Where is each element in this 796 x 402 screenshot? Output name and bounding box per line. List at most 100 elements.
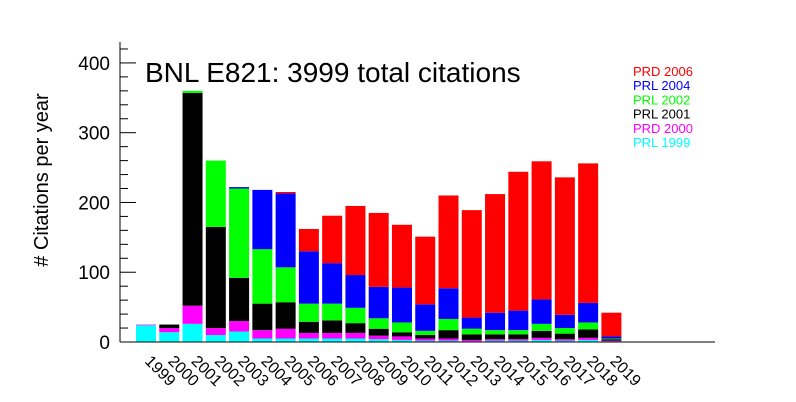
- y-tick-label: 0: [99, 333, 110, 354]
- bar-prd-2000-2014: [485, 339, 506, 341]
- bar-prl-2001-2007: [322, 320, 343, 333]
- bar-prl-2001-2011: [415, 335, 436, 339]
- bar-prd-2006-2008: [345, 205, 366, 276]
- bars-layer: [136, 90, 622, 342]
- bar-prl-1999-2009: [368, 339, 389, 342]
- bar-prl-2001-2019: [601, 339, 622, 341]
- bar-prl-1999-2003: [229, 331, 250, 342]
- legend-item: PRD 2000: [633, 121, 693, 136]
- bar-prl-2001-2018: [578, 329, 599, 338]
- bar-prl-1999-2007: [322, 338, 343, 342]
- bar-prd-2006-2014: [485, 194, 506, 313]
- bar-prl-1999-2010: [391, 339, 412, 342]
- axes-layer: [119, 42, 715, 343]
- bar-prl-1999-2008: [345, 338, 366, 342]
- bar-prl-2001-2002: [205, 226, 226, 329]
- bar-prd-2000-2004: [252, 330, 273, 339]
- bar-prl-2001-2008: [345, 323, 366, 333]
- bar-prd-2006-2017: [554, 177, 575, 315]
- bar-prl-2004-2015: [508, 310, 529, 331]
- y-tick-label: 400: [78, 54, 110, 75]
- bar-prd-2000-2016: [531, 337, 552, 340]
- bar-prl-1999-2018: [578, 339, 599, 342]
- x-ticks-layer: 1999200020012002200320042005200620072008…: [141, 353, 644, 390]
- bar-prl-2004-2017: [554, 314, 575, 329]
- bar-prl-1999-2005: [275, 338, 296, 342]
- bar-prl-2001-2000: [159, 324, 180, 329]
- bar-prd-2006-2010: [391, 224, 412, 288]
- bar-prd-2006-2012: [438, 195, 459, 289]
- bar-prl-2001-2013: [461, 334, 482, 340]
- y-axis-label: # Citations per year: [31, 93, 53, 267]
- bar-prl-2004-2004: [252, 189, 273, 250]
- bar-prd-2000-2007: [322, 332, 343, 339]
- bar-prl-1999-2014: [485, 340, 506, 342]
- bar-prl-1999-2001: [182, 323, 203, 342]
- bar-prd-2000-2008: [345, 332, 366, 339]
- bar-prd-2000-2019: [601, 340, 622, 342]
- bar-prl-1999-2000: [159, 332, 180, 342]
- bar-prd-2000-2018: [578, 337, 599, 340]
- bar-prd-2006-2009: [368, 212, 389, 287]
- bar-prl-2004-2018: [578, 302, 599, 323]
- bar-prl-2002-2012: [438, 318, 459, 331]
- bar-prl-2002-2004: [252, 249, 273, 304]
- bar-prl-1999-2002: [205, 335, 226, 342]
- y-tick-label: 200: [78, 193, 110, 214]
- bar-prl-2004-2016: [531, 299, 552, 324]
- bar-prl-2004-2019: [601, 336, 622, 339]
- bar-prl-2004-2003: [229, 187, 250, 189]
- bar-prl-2001-2004: [252, 303, 273, 331]
- bar-prl-2002-2003: [229, 188, 250, 278]
- bar-prl-2002-2011: [415, 330, 436, 336]
- bar-prl-1999-2015: [508, 340, 529, 342]
- y-tick-label: 300: [78, 124, 110, 145]
- bar-prl-2002-2006: [298, 303, 319, 322]
- legend-item: PRL 2002: [633, 92, 690, 107]
- bar-prd-2006-2013: [461, 210, 482, 318]
- bar-prd-2006-2005: [275, 192, 296, 194]
- bar-prd-2006-2007: [322, 215, 343, 264]
- bar-prl-2002-2016: [531, 323, 552, 331]
- bar-prl-2002-2017: [554, 328, 575, 334]
- bar-prd-2000-2002: [205, 328, 226, 336]
- bar-prd-2006-2006: [298, 228, 319, 252]
- bar-prl-2002-2015: [508, 330, 529, 335]
- bar-prl-2002-2001: [182, 90, 203, 93]
- bar-prd-2006-2016: [531, 161, 552, 300]
- bar-prl-2004-2012: [438, 288, 459, 319]
- bar-prl-2001-2009: [368, 328, 389, 336]
- bar-prl-1999-1999: [136, 325, 156, 342]
- bar-prl-2001-2003: [229, 277, 250, 322]
- bar-prd-2000-2015: [508, 339, 529, 341]
- bar-prd-2000-2003: [229, 321, 250, 332]
- chart-title: BNL E821: 3999 total citations: [145, 57, 521, 88]
- legend-item: PRL 2004: [633, 78, 690, 93]
- bar-prl-2002-2009: [368, 318, 389, 329]
- bar-prl-2004-2011: [415, 304, 436, 331]
- bar-prl-2002-2018: [578, 322, 599, 330]
- y-tick-label: 100: [78, 263, 110, 284]
- bar-prl-2004-2006: [298, 251, 319, 304]
- bar-prl-2001-2001: [182, 92, 203, 306]
- bar-prl-2002-2014: [485, 330, 506, 335]
- bar-prl-2004-2013: [461, 317, 482, 329]
- bar-prl-1999-2011: [415, 340, 436, 342]
- bar-prd-2000-2000: [159, 328, 180, 333]
- bar-prl-2004-2007: [322, 263, 343, 304]
- bar-prl-2002-2005: [275, 267, 296, 303]
- bar-prl-2001-2016: [531, 330, 552, 338]
- bar-prd-2000-2005: [275, 328, 296, 339]
- bar-prl-1999-2012: [438, 340, 459, 342]
- bar-prd-2000-2006: [298, 332, 319, 339]
- bar-prl-2002-2007: [322, 303, 343, 321]
- bar-prd-2006-2015: [508, 171, 529, 311]
- bar-prd-2000-2012: [438, 338, 459, 341]
- bar-prl-1999-2004: [252, 338, 273, 342]
- bar-prd-2000-2017: [554, 339, 575, 341]
- y-ticks-layer: 0 100 200 300 400: [78, 48, 136, 354]
- bar-prl-2001-2015: [508, 334, 529, 340]
- bar-prl-2002-2013: [461, 328, 482, 335]
- bar-prd-2000-2009: [368, 335, 389, 340]
- bar-prd-2000-2013: [461, 339, 482, 342]
